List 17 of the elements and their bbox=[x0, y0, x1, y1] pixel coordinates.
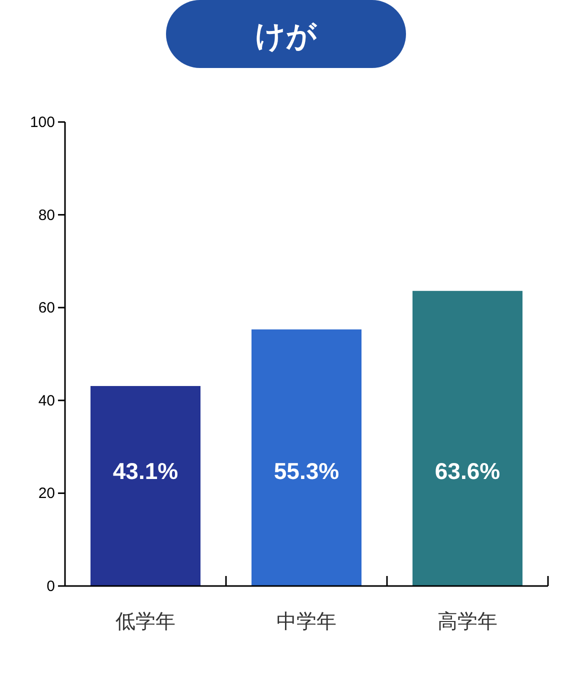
bar bbox=[412, 290, 522, 586]
bar bbox=[252, 329, 362, 586]
y-tick-label: 20 bbox=[38, 485, 55, 502]
data-label: 63.6% bbox=[434, 458, 500, 484]
chart-title: けが bbox=[255, 20, 318, 53]
data-label: 55.3% bbox=[274, 458, 340, 484]
y-tick-label: 40 bbox=[38, 392, 55, 410]
bar bbox=[90, 386, 200, 586]
y-tick-label: 80 bbox=[38, 206, 55, 224]
x-tick-label: 中学年 bbox=[276, 611, 336, 633]
y-tick-label: 100 bbox=[30, 114, 55, 131]
x-tick-label: 低学年 bbox=[116, 611, 176, 633]
y-tick-label: 0 bbox=[46, 578, 55, 595]
data-label: 43.1% bbox=[112, 458, 178, 484]
x-tick-label: 高学年 bbox=[438, 610, 498, 633]
title: けが bbox=[166, 0, 406, 68]
y-tick-label: 60 bbox=[38, 300, 55, 317]
